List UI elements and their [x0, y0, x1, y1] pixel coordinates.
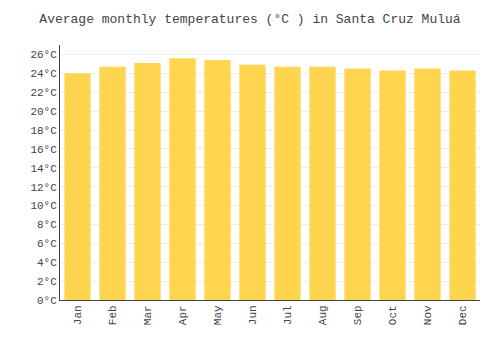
svg-text:20°C: 20°C — [30, 106, 57, 118]
svg-text:2°C: 2°C — [37, 276, 57, 288]
svg-text:May: May — [212, 305, 224, 325]
svg-text:10°C: 10°C — [30, 200, 57, 212]
svg-text:0°C: 0°C — [37, 295, 57, 307]
svg-text:Nov: Nov — [422, 305, 434, 325]
svg-text:14°C: 14°C — [30, 163, 57, 175]
svg-text:Oct: Oct — [387, 305, 399, 325]
svg-text:Jun: Jun — [247, 305, 259, 325]
svg-text:22°C: 22°C — [30, 87, 57, 99]
svg-text:12°C: 12°C — [30, 182, 57, 194]
svg-text:Aug: Aug — [317, 305, 329, 325]
svg-text:Mar: Mar — [142, 305, 154, 325]
svg-text:16°C: 16°C — [30, 144, 57, 156]
svg-text:24°C: 24°C — [30, 68, 57, 80]
svg-text:18°C: 18°C — [30, 125, 57, 137]
svg-text:Feb: Feb — [107, 305, 119, 325]
svg-text:26°C: 26°C — [30, 49, 57, 61]
svg-text:4°C: 4°C — [37, 257, 57, 269]
svg-text:Average monthly temperatures (: Average monthly temperatures (°C ) in Sa… — [39, 12, 460, 27]
svg-text:Dec: Dec — [457, 305, 469, 325]
svg-text:6°C: 6°C — [37, 238, 57, 250]
svg-text:Jul: Jul — [282, 305, 294, 325]
svg-text:Sep: Sep — [352, 305, 364, 325]
svg-text:Jan: Jan — [72, 305, 84, 325]
svg-text:Apr: Apr — [177, 305, 189, 325]
svg-text:8°C: 8°C — [37, 219, 57, 231]
